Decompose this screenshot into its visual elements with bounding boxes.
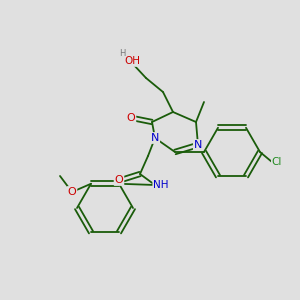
Text: O: O [115,175,123,185]
Text: N: N [194,140,202,150]
Text: H: H [119,49,125,58]
Text: OH: OH [124,56,140,66]
Text: N: N [151,133,159,143]
Text: NH: NH [153,180,169,190]
Text: O: O [127,113,135,123]
Text: O: O [68,187,76,197]
Text: Cl: Cl [272,157,282,167]
